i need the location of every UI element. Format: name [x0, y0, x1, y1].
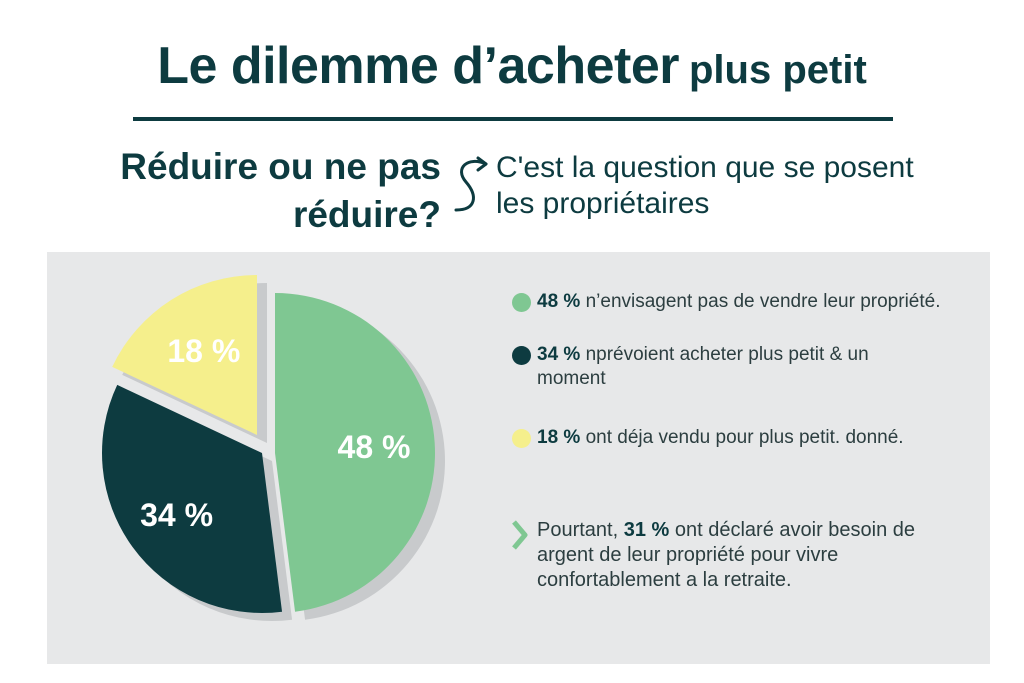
legend-pct: 34 %	[537, 344, 581, 365]
s-arrow-icon	[454, 156, 488, 212]
subquestion: C'est la question que se posent les prop…	[496, 150, 914, 222]
legend-text: nprévoient acheter plus petit & un momen…	[537, 344, 869, 389]
pie-slice-48	[275, 293, 436, 612]
legend-dot-dark	[512, 346, 531, 365]
legend-pct: 18 %	[537, 427, 581, 448]
title-accent: plus petit	[688, 48, 867, 92]
pie-label-48: 48 %	[338, 429, 411, 465]
subquestion-line-1: C'est la question que se posent	[496, 151, 914, 184]
title-underline	[133, 117, 893, 121]
legend-text: n’envisagent pas de vendre leur propriét…	[580, 291, 941, 312]
note-pre: Pourtant,	[537, 519, 624, 541]
note-pct: 31 %	[623, 519, 670, 541]
question-line-2: réduire?	[292, 194, 441, 235]
legend-note: Pourtant, 31 % ont déclaré avoir besoin …	[510, 518, 920, 593]
pie-chart: 48 % 34 % 18 %	[101, 275, 446, 621]
question-line-1: Réduire ou ne pas	[120, 146, 441, 187]
chevron-right-icon	[512, 520, 528, 550]
legend-pct: 48 %	[537, 291, 581, 312]
legend-text: ont déja vendu pour plus petit. donné.	[580, 427, 904, 448]
page-title: Le dilemme d’acheter plus petit	[0, 36, 1024, 96]
pie-slice-18	[112, 275, 258, 435]
title-main: Le dilemme d’acheter	[157, 37, 679, 95]
note-post: ont déclaré avoir besoin de argent de le…	[537, 519, 916, 591]
pie-label-34: 34 %	[140, 497, 213, 533]
legend-dot-green	[512, 293, 531, 312]
legend-item-34: 34 % nprévoient acheter plus petit & un …	[510, 343, 910, 391]
question-heading: Réduire ou ne pas réduire?	[120, 143, 441, 239]
subquestion-line-2: les propriétaires	[496, 187, 710, 220]
pie-label-18: 18 %	[167, 333, 240, 369]
legend-item-18: 18 % ont déja vendu pour plus petit. don…	[510, 426, 930, 450]
legend-dot-yellow	[512, 429, 531, 448]
legend-item-48: 48 % n’envisagent pas de vendre leur pro…	[510, 290, 980, 314]
pie-slice-34	[101, 384, 283, 613]
